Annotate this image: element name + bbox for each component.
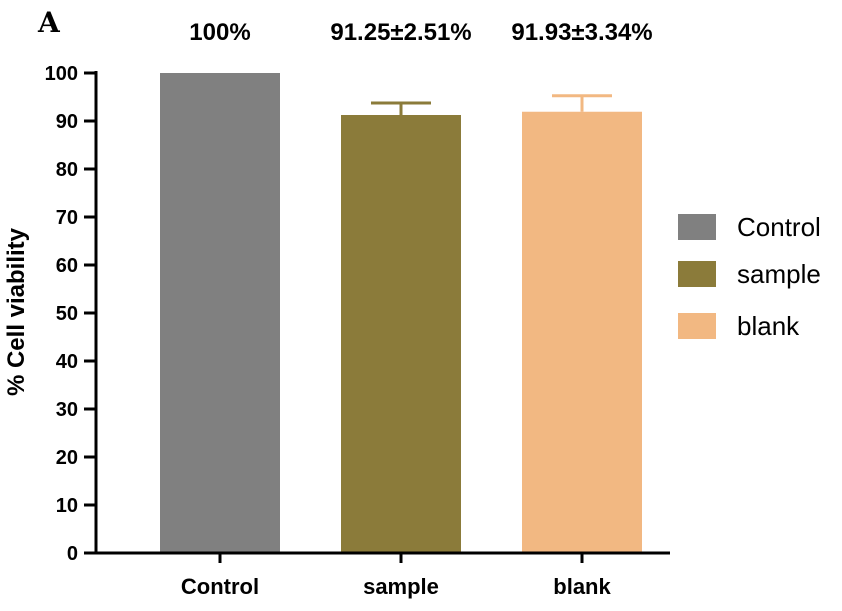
bar-sample <box>341 115 461 553</box>
legend-swatch-control <box>678 214 716 240</box>
y-tick-label: 60 <box>56 255 78 277</box>
bar-control <box>160 73 280 553</box>
panel-label: A <box>37 6 61 39</box>
plot-area: 100% Control 91.25±2.51% sample 91.93±3.34% b… <box>45 19 670 599</box>
y-tick-label: 70 <box>56 207 78 229</box>
legend: Control sample blank <box>678 212 821 341</box>
x-tick-label-control: Control <box>181 574 259 599</box>
y-tick-label: 50 <box>56 303 78 325</box>
legend-label-sample: sample <box>737 259 821 289</box>
y-tick-label: 0 <box>67 543 78 565</box>
y-tick-label: 30 <box>56 399 78 421</box>
value-annotation-sample: 91.25±2.51% <box>330 19 471 46</box>
bar-blank <box>522 111 642 554</box>
y-tick-label: 90 <box>56 111 78 133</box>
x-tick-label-sample: sample <box>363 574 439 599</box>
legend-swatch-blank <box>678 313 716 339</box>
y-tick-label: 40 <box>56 351 78 373</box>
legend-label-control: Control <box>737 212 821 242</box>
y-tick-label: 80 <box>56 159 78 181</box>
y-axis-label: % Cell viability <box>3 227 30 396</box>
x-tick-label-blank: blank <box>553 574 611 599</box>
y-tick-label: 100 <box>45 63 78 85</box>
legend-swatch-sample <box>678 261 716 287</box>
y-tick-label: 20 <box>56 447 78 469</box>
legend-label-blank: blank <box>737 311 800 341</box>
value-annotation-blank: 91.93±3.34% <box>511 19 652 46</box>
y-tick-label: 10 <box>56 495 78 517</box>
value-annotation-control: 100% <box>189 19 250 46</box>
